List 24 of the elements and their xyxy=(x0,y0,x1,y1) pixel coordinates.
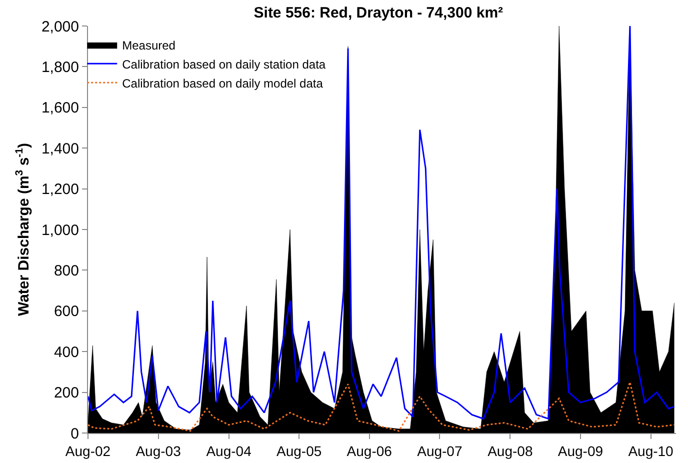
x-tick-label: Aug-05 xyxy=(276,442,322,459)
x-tick-label: Aug-03 xyxy=(136,442,182,459)
y-tick-label: 1,400 xyxy=(41,140,79,158)
x-tick-label: Aug-09 xyxy=(558,442,604,459)
y-tick-label: 0 xyxy=(70,425,79,442)
chart-title: Site 556: Red, Drayton - 74,300 km² xyxy=(254,4,504,22)
legend-label: Measured xyxy=(122,38,176,52)
y-tick-label: 1,600 xyxy=(41,100,79,117)
x-tick-label: Aug-04 xyxy=(206,442,252,459)
y-tick-label: 1,000 xyxy=(41,222,79,239)
y-tick-label: 200 xyxy=(54,384,79,402)
legend-label: Calibration based on daily model data xyxy=(122,76,324,90)
x-tick-label: Aug-06 xyxy=(346,442,392,459)
x-tick-label: Aug-07 xyxy=(417,442,462,459)
y-tick-label: 600 xyxy=(54,303,79,320)
y-tick-label: 1,200 xyxy=(41,181,79,198)
y-tick-label: 1,800 xyxy=(41,58,79,76)
x-tick-label: Aug-02 xyxy=(65,442,111,459)
x-tick-label: Aug-08 xyxy=(488,442,533,459)
x-tick-label: Aug-10 xyxy=(628,442,674,459)
legend-label: Calibration based on daily station data xyxy=(122,57,326,72)
y-tick-label: 2,000 xyxy=(41,18,79,36)
y-tick-label: 400 xyxy=(54,344,79,361)
y-tick-label: 800 xyxy=(54,262,79,280)
